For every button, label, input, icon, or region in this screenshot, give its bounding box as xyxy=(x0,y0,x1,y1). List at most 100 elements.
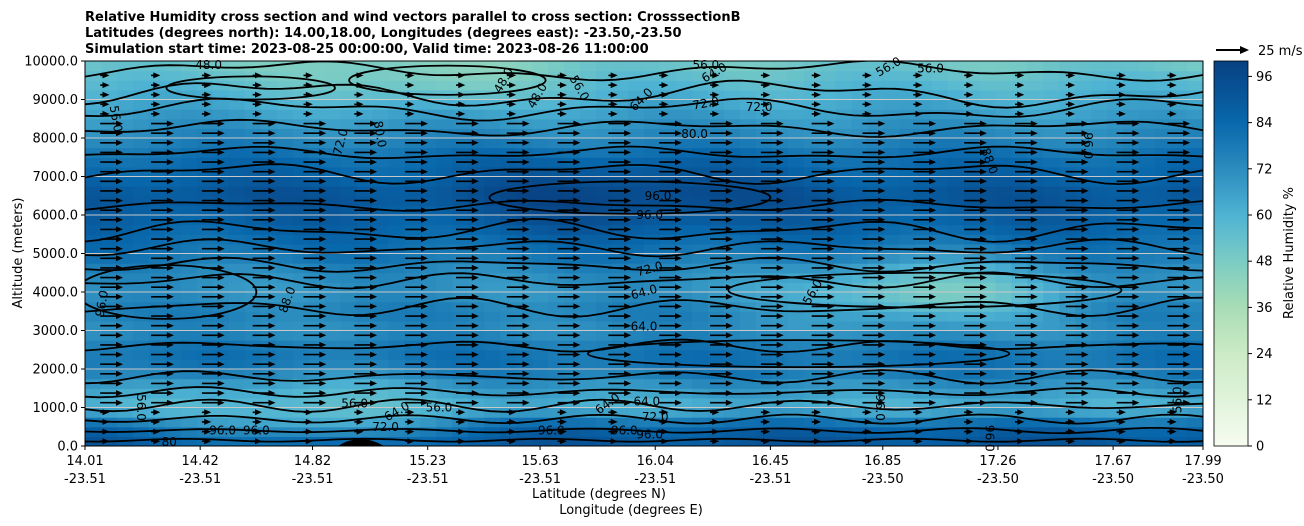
wind-arrow-head xyxy=(610,82,618,89)
wind-arrow-head xyxy=(725,245,733,252)
humidity-cell xyxy=(835,70,853,81)
humidity-cell xyxy=(771,89,789,101)
humidity-cell xyxy=(116,397,134,409)
humidity-cell xyxy=(532,109,549,120)
x-tick-longitude: -23.51 xyxy=(519,472,561,487)
wind-arrow-head xyxy=(624,341,632,348)
humidity-cell xyxy=(388,166,406,178)
wind-arrow-head xyxy=(255,418,262,425)
humidity-cell xyxy=(1187,186,1203,197)
wind-arrow-head xyxy=(915,72,923,79)
humidity-cell xyxy=(116,359,134,370)
wind-arrow-head xyxy=(725,139,733,146)
wind-arrow-head xyxy=(217,274,225,281)
wind-arrow-head xyxy=(827,303,835,310)
humidity-cell xyxy=(1123,61,1140,72)
humidity-cell xyxy=(628,263,645,274)
humidity-cell xyxy=(228,397,246,409)
humidity-cell xyxy=(324,436,342,446)
humidity-cell xyxy=(947,89,965,101)
humidity-cell xyxy=(276,147,294,158)
humidity-cell xyxy=(723,426,741,437)
humidity-cell xyxy=(1043,330,1060,341)
humidity-cell xyxy=(580,340,597,351)
wind-arrow-head xyxy=(814,82,821,89)
humidity-cell xyxy=(132,118,150,129)
wind-arrow-head xyxy=(370,149,378,156)
wind-arrow-head xyxy=(776,399,784,406)
humidity-cell xyxy=(931,407,949,418)
humidity-cell xyxy=(1187,234,1203,245)
humidity-cell xyxy=(1107,407,1124,418)
humidity-cell xyxy=(548,99,565,110)
humidity-cell xyxy=(548,436,565,446)
humidity-cell xyxy=(388,388,406,399)
humidity-cell xyxy=(851,272,869,283)
wind-arrow-head xyxy=(471,187,479,194)
wind-arrow-head xyxy=(166,303,174,310)
humidity-cell xyxy=(85,118,102,129)
chart-title-line-3: Simulation start time: 2023-08-25 00:00:… xyxy=(85,42,649,57)
humidity-cell xyxy=(484,407,501,418)
wind-arrow-head xyxy=(763,438,771,445)
humidity-cell xyxy=(739,176,757,187)
wind-arrow-head xyxy=(471,178,479,185)
wind-arrow-head xyxy=(166,120,174,127)
humidity-cell xyxy=(979,330,996,341)
humidity-cell xyxy=(995,253,1012,264)
humidity-cell xyxy=(212,89,230,101)
wind-arrow-head xyxy=(1132,313,1140,320)
wind-arrow-head xyxy=(204,72,212,79)
wind-arrow-head xyxy=(929,130,937,137)
humidity-cell xyxy=(116,186,134,197)
humidity-cell xyxy=(691,407,709,418)
humidity-cell xyxy=(883,369,901,380)
wind-arrow-head xyxy=(1183,159,1191,166)
humidity-cell xyxy=(388,186,406,197)
humidity-cell xyxy=(420,128,437,139)
humidity-cell xyxy=(532,272,549,283)
wind-arrow-head xyxy=(421,313,428,320)
wind-arrow-head xyxy=(980,274,987,281)
humidity-cell xyxy=(787,89,805,101)
wind-arrow-head xyxy=(966,82,974,89)
humidity-cell xyxy=(292,397,310,409)
wind-arrow-head xyxy=(725,226,733,233)
humidity-cell xyxy=(883,80,901,91)
humidity-cell xyxy=(372,215,390,226)
humidity-cell xyxy=(675,138,693,149)
humidity-cell xyxy=(164,378,182,389)
humidity-cell xyxy=(851,186,869,197)
humidity-cell xyxy=(580,407,597,418)
humidity-cell xyxy=(739,436,757,446)
wind-arrow-head xyxy=(1081,390,1089,397)
wind-arrow-head xyxy=(116,226,123,233)
humidity-cell xyxy=(580,205,597,216)
humidity-cell xyxy=(164,89,182,101)
humidity-cell xyxy=(739,195,757,206)
wind-arrow-head xyxy=(471,120,479,127)
wind-arrow-head xyxy=(421,245,428,252)
wind-arrow-head xyxy=(1132,120,1140,127)
humidity-cell xyxy=(1139,166,1156,178)
humidity-cell xyxy=(1107,243,1124,255)
wind-arrow-head xyxy=(725,168,733,175)
wind-arrow-head xyxy=(675,274,682,281)
humidity-cell xyxy=(85,340,102,351)
humidity-cell xyxy=(723,224,741,235)
humidity-cell xyxy=(1043,282,1060,293)
wind-arrow-head xyxy=(217,390,225,397)
humidity-cell xyxy=(484,61,501,72)
wind-arrow-head xyxy=(1068,428,1076,435)
humidity-cell xyxy=(899,272,917,283)
humidity-cell xyxy=(180,205,198,216)
wind-arrow-head xyxy=(522,313,530,320)
humidity-cell xyxy=(995,359,1012,370)
humidity-cell xyxy=(899,205,917,216)
humidity-cell xyxy=(1155,253,1172,264)
humidity-cell xyxy=(276,176,294,187)
wind-arrow-head xyxy=(878,293,886,300)
humidity-cell xyxy=(340,292,358,303)
humidity-cell xyxy=(691,195,709,206)
wind-arrow-head xyxy=(1081,236,1089,243)
